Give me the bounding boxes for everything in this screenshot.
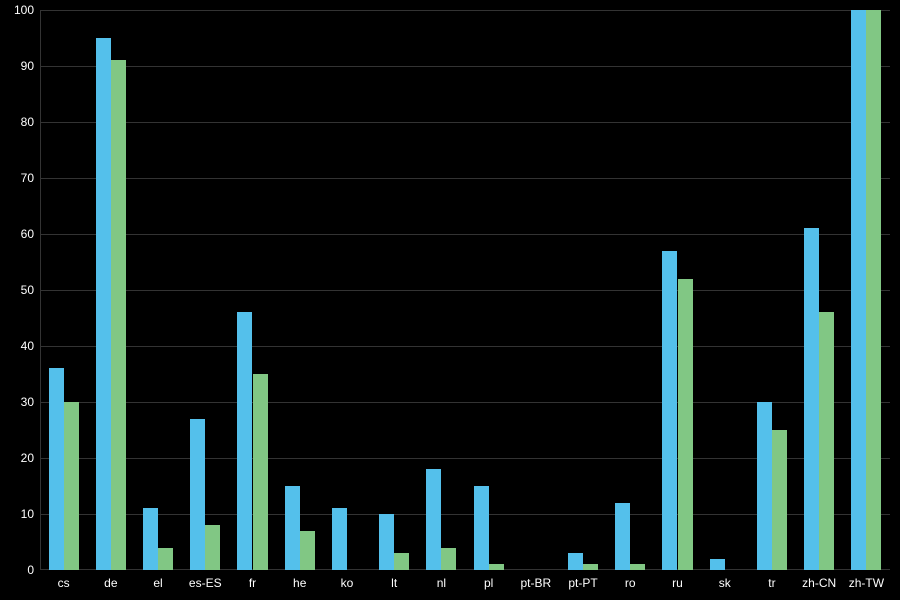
bar-series-a: [49, 368, 64, 570]
x-tick-label: nl: [437, 570, 446, 590]
x-tick-label: sk: [719, 570, 731, 590]
y-tick-label: 0: [27, 563, 40, 577]
bar-series-b: [205, 525, 220, 570]
bar-series-a: [662, 251, 677, 570]
bar-series-b: [158, 548, 173, 570]
bar-series-a: [332, 508, 347, 570]
x-tick-label: el: [153, 570, 162, 590]
bar-series-b: [441, 548, 456, 570]
x-tick-label: cs: [58, 570, 70, 590]
y-tick-label: 90: [21, 59, 40, 73]
x-tick-label: ru: [672, 570, 683, 590]
bar-series-a: [285, 486, 300, 570]
gridline: [40, 178, 890, 179]
bar-series-b: [64, 402, 79, 570]
x-tick-label: pl: [484, 570, 493, 590]
bar-series-a: [96, 38, 111, 570]
x-tick-label: lt: [391, 570, 397, 590]
y-tick-label: 10: [21, 507, 40, 521]
gridline: [40, 122, 890, 123]
x-tick-label: es-ES: [189, 570, 222, 590]
bar-series-b: [678, 279, 693, 570]
y-tick-label: 100: [14, 3, 40, 17]
bar-chart: 0 10 20 30 40 50 60 70 80 90 100 cs de el es-ES fr he ko l…: [0, 0, 900, 600]
y-tick-label: 80: [21, 115, 40, 129]
bar-series-b: [772, 430, 787, 570]
gridline: [40, 290, 890, 291]
bar-series-a: [710, 559, 725, 570]
bar-series-a: [474, 486, 489, 570]
y-tick-label: 20: [21, 451, 40, 465]
x-tick-label: zh-TW: [849, 570, 884, 590]
bar-series-b: [866, 10, 881, 570]
bar-series-a: [568, 553, 583, 570]
y-tick-label: 70: [21, 171, 40, 185]
y-tick-label: 40: [21, 339, 40, 353]
bar-series-b: [394, 553, 409, 570]
x-tick-label: ro: [625, 570, 636, 590]
bar-series-b: [253, 374, 268, 570]
x-tick-label: zh-CN: [802, 570, 836, 590]
gridline: [40, 234, 890, 235]
bar-series-a: [237, 312, 252, 570]
y-tick-label: 60: [21, 227, 40, 241]
bar-series-a: [143, 508, 158, 570]
x-tick-label: de: [104, 570, 117, 590]
bar-series-a: [615, 503, 630, 570]
y-tick-label: 30: [21, 395, 40, 409]
gridline: [40, 66, 890, 67]
x-tick-label: pt-BR: [520, 570, 551, 590]
bar-series-a: [379, 514, 394, 570]
bar-series-a: [851, 10, 866, 570]
bar-series-b: [583, 564, 598, 570]
bar-series-b: [630, 564, 645, 570]
gridline: [40, 346, 890, 347]
bar-series-b: [489, 564, 504, 570]
bar-series-a: [426, 469, 441, 570]
x-tick-label: fr: [249, 570, 256, 590]
bar-series-a: [757, 402, 772, 570]
bar-series-b: [819, 312, 834, 570]
plot-area: 0102030405060708090100csdeeles-ESfrhekol…: [40, 10, 890, 570]
x-tick-label: he: [293, 570, 306, 590]
bar-series-b: [300, 531, 315, 570]
bar-series-a: [804, 228, 819, 570]
bar-series-b: [111, 60, 126, 570]
y-tick-label: 50: [21, 283, 40, 297]
x-tick-label: tr: [768, 570, 775, 590]
x-tick-label: pt-PT: [568, 570, 597, 590]
x-tick-label: ko: [341, 570, 354, 590]
bar-series-a: [190, 419, 205, 570]
gridline: [40, 10, 890, 11]
